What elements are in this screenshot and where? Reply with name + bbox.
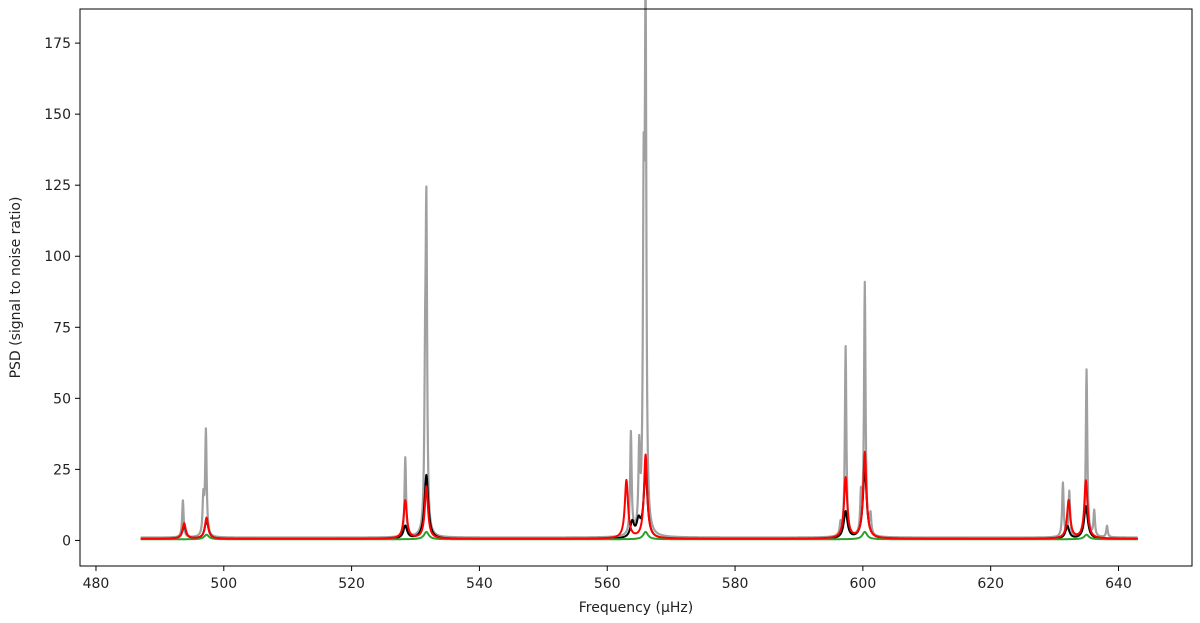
y-tick-label: 75	[53, 320, 71, 336]
y-tick-label: 0	[62, 533, 71, 549]
y-tick-label: 150	[44, 107, 71, 123]
x-axis-label: Frequency (μHz)	[579, 600, 693, 616]
x-tick-label: 520	[338, 576, 365, 592]
x-tick-label: 480	[83, 576, 110, 592]
x-axis: 480 500 520 540 560 580 600 620 640	[83, 566, 1132, 592]
x-tick-label: 560	[594, 576, 621, 592]
series-layer	[139, 0, 1139, 541]
y-axis-label: PSD (signal to noise ratio)	[8, 197, 24, 379]
x-tick-label: 620	[977, 576, 1004, 592]
y-tick-label: 100	[44, 249, 71, 265]
plot-frame	[79, 8, 1193, 567]
x-tick-label: 580	[722, 576, 749, 592]
y-tick-label: 50	[53, 391, 71, 407]
x-tick-label: 600	[850, 576, 877, 592]
x-tick-label: 640	[1105, 576, 1132, 592]
y-axis: 0 25 50 75 100 125 150 175	[44, 36, 80, 549]
x-tick-label: 500	[210, 576, 237, 592]
x-tick-label: 540	[466, 576, 493, 592]
series-line-1	[139, 0, 1139, 539]
y-tick-label: 25	[53, 462, 71, 478]
y-tick-label: 125	[44, 178, 71, 194]
y-tick-label: 175	[44, 36, 71, 52]
series-line-4	[140, 450, 1139, 540]
